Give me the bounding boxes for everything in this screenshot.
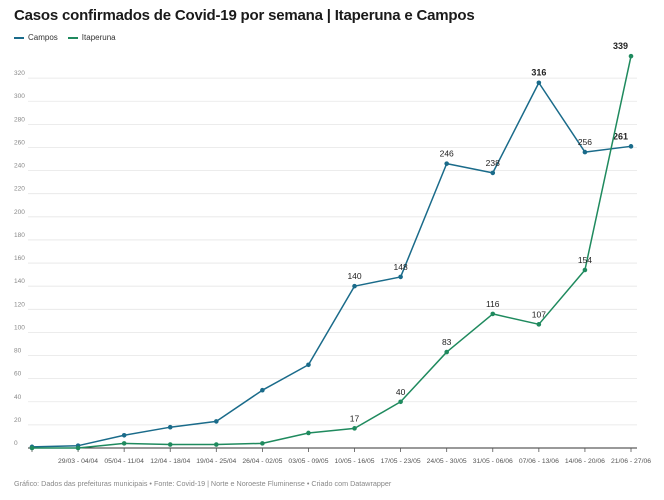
- x-tick-label: 10/05 - 16/05: [335, 458, 375, 465]
- y-tick-label: 200: [14, 209, 25, 216]
- data-label-campos: 148: [394, 262, 408, 272]
- y-tick-label: 60: [14, 371, 22, 378]
- data-label-campos: 140: [347, 271, 361, 281]
- data-label-itaperuna: 116: [486, 299, 500, 309]
- y-tick-label: 280: [14, 116, 25, 123]
- x-tick-label: 17/05 - 23/05: [381, 458, 421, 465]
- x-tick-label: 21/06 - 27/06: [611, 458, 651, 465]
- chart-footer: Gráfico: Dados das prefeituras municipai…: [14, 479, 392, 488]
- data-point-campos: [167, 424, 173, 430]
- y-tick-label: 140: [14, 278, 25, 285]
- data-point-campos: [121, 432, 127, 438]
- x-tick-label: 24/05 - 30/05: [427, 458, 467, 465]
- data-point-itaperuna: [628, 53, 634, 59]
- y-tick-label: 160: [14, 255, 25, 262]
- data-point-itaperuna: [352, 426, 357, 431]
- data-point-itaperuna: [260, 441, 265, 446]
- data-point-campos: [306, 362, 311, 368]
- data-point-campos: [582, 149, 588, 155]
- data-label-itaperuna: 107: [532, 309, 546, 319]
- chart-legend: Campos Itaperuna: [14, 33, 126, 42]
- legend-item-itaperuna: Itaperuna: [67, 33, 116, 42]
- x-tick-label: 03/05 - 09/05: [288, 458, 328, 465]
- data-point-campos: [214, 419, 219, 424]
- series-line-itaperuna: [32, 55, 632, 449]
- data-label-itaperuna: 83: [442, 337, 452, 347]
- data-point-campos: [398, 274, 403, 280]
- legend-item-campos: Campos: [14, 33, 58, 42]
- y-tick-label: 20: [14, 417, 22, 424]
- data-label-campos: 316: [531, 68, 546, 78]
- data-point-campos: [260, 387, 265, 393]
- chart-title: Casos confirmados de Covid-19 por semana…: [14, 7, 475, 24]
- y-tick-label: 220: [14, 186, 25, 193]
- data-point-itaperuna: [582, 267, 588, 273]
- data-point-itaperuna: [306, 430, 311, 436]
- x-tick-label: 05/04 - 11/04: [104, 458, 144, 465]
- legend-label-itaperuna: Itaperuna: [81, 33, 116, 42]
- y-tick-label: 260: [14, 139, 25, 146]
- y-tick-label: 100: [14, 324, 25, 331]
- data-point-itaperuna: [167, 442, 173, 447]
- x-tick-label: 29/03 - 04/04: [58, 458, 98, 465]
- data-point-itaperuna: [29, 445, 35, 451]
- data-point-campos: [352, 283, 357, 289]
- y-tick-label: 80: [14, 348, 22, 355]
- data-point-itaperuna: [444, 349, 449, 355]
- y-tick-label: 300: [14, 93, 25, 100]
- data-point-campos: [444, 161, 449, 166]
- data-label-itaperuna: 40: [396, 387, 406, 397]
- legend-swatch-campos: [14, 36, 24, 39]
- legend-swatch-itaperuna: [67, 36, 78, 39]
- data-point-campos: [490, 170, 496, 176]
- x-tick-label: 12/04 - 18/04: [150, 458, 190, 465]
- data-label-itaperuna: 154: [578, 255, 592, 265]
- data-point-campos: [536, 80, 542, 86]
- line-chart: 0 20 40 60 80 100 120 140 160 180 200 220 240 260 280 3…: [14, 41, 651, 465]
- data-label-itaperuna: 17: [350, 413, 360, 423]
- data-label-campos: 261: [613, 131, 628, 141]
- data-point-itaperuna: [398, 399, 403, 405]
- data-label-itaperuna: 339: [613, 41, 628, 51]
- data-label-campos: 246: [440, 149, 454, 159]
- y-tick-label: 40: [14, 394, 22, 401]
- x-tick-label: 26/04 - 02/05: [242, 458, 282, 465]
- data-point-itaperuna: [536, 322, 542, 327]
- data-point-itaperuna: [121, 441, 127, 446]
- data-point-itaperuna: [214, 442, 219, 447]
- data-point-itaperuna: [490, 311, 496, 317]
- x-tick-label: 07/06 - 13/06: [519, 458, 559, 465]
- data-point-itaperuna: [75, 445, 81, 451]
- x-tick-label: 19/04 - 25/04: [196, 458, 236, 465]
- y-tick-label: 320: [14, 70, 25, 77]
- data-point-campos: [628, 144, 634, 149]
- y-tick-label: 0: [14, 440, 18, 447]
- y-tick-label: 240: [14, 163, 25, 170]
- x-tick-label: 14/06 - 20/06: [565, 458, 605, 465]
- y-tick-label: 180: [14, 232, 25, 239]
- data-label-campos: 238: [486, 158, 500, 168]
- x-tick-label: 31/05 - 06/06: [473, 458, 513, 465]
- y-tick-label: 120: [14, 301, 25, 308]
- series-line-campos: [31, 81, 632, 448]
- legend-label-campos: Campos: [28, 33, 58, 42]
- data-label-campos: 256: [578, 137, 592, 147]
